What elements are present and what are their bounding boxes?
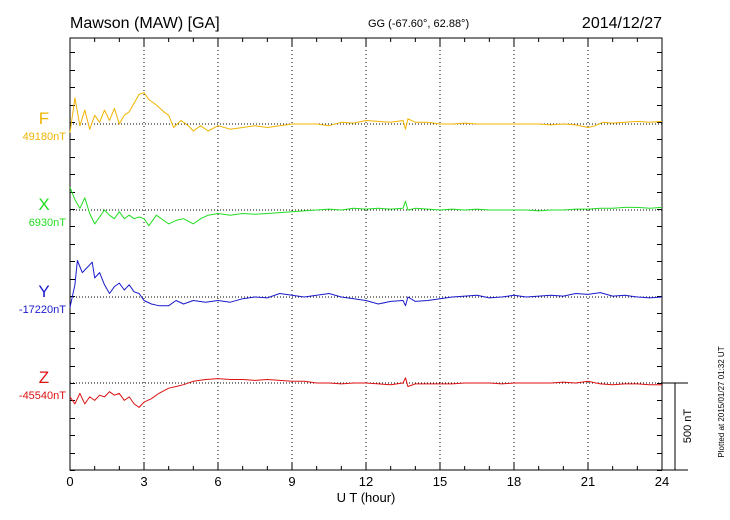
plotted-timestamp: Plotted at 2015/01/27 01:32 UT [717,346,726,457]
x-tick-label-0: 0 [66,474,73,489]
series-line-z [69,377,662,408]
scale-bar-label: 500 nT [682,409,694,444]
series-baseline-label-z: -45540nT [19,390,66,402]
series-name-y: Y [38,282,49,301]
grid-lines [143,38,589,470]
series-baseline-label-y: -17220nT [19,304,66,316]
series-baseline-label-x: 6930nT [29,217,67,229]
x-tick-labels: 0 3 6 9 12 15 18 21 24 [66,474,669,489]
x-tick-label-7: 21 [581,474,595,489]
x-tick-label-6: 18 [507,474,521,489]
series-labels: F 49180nT X 6930nT Y -17220nT Z -45540nT [19,109,66,402]
scale-bar: 500 nT [662,382,694,471]
series-line-y [69,260,663,308]
series-line-f [69,92,663,133]
station-coords: GG (-67.60°, 62.88°) [368,18,469,30]
axis-ticks [69,38,663,471]
x-tick-label-4: 12 [359,474,373,489]
station-title: Mawson (MAW) [GA] [70,15,220,32]
x-tick-label-3: 9 [288,474,295,489]
series-group [69,92,663,408]
series-baseline-label-f: 49180nT [23,131,67,143]
x-tick-label-8: 24 [655,474,669,489]
series-name-f: F [39,109,49,128]
series-name-z: Z [39,368,49,387]
plot-date: 2014/12/27 [582,15,662,32]
x-tick-label-5: 15 [433,474,447,489]
x-tick-label-1: 3 [140,474,147,489]
x-tick-label-2: 6 [214,474,221,489]
series-name-x: X [38,195,49,214]
series-line-x [69,187,663,227]
x-axis-label: U T (hour) [337,490,396,505]
